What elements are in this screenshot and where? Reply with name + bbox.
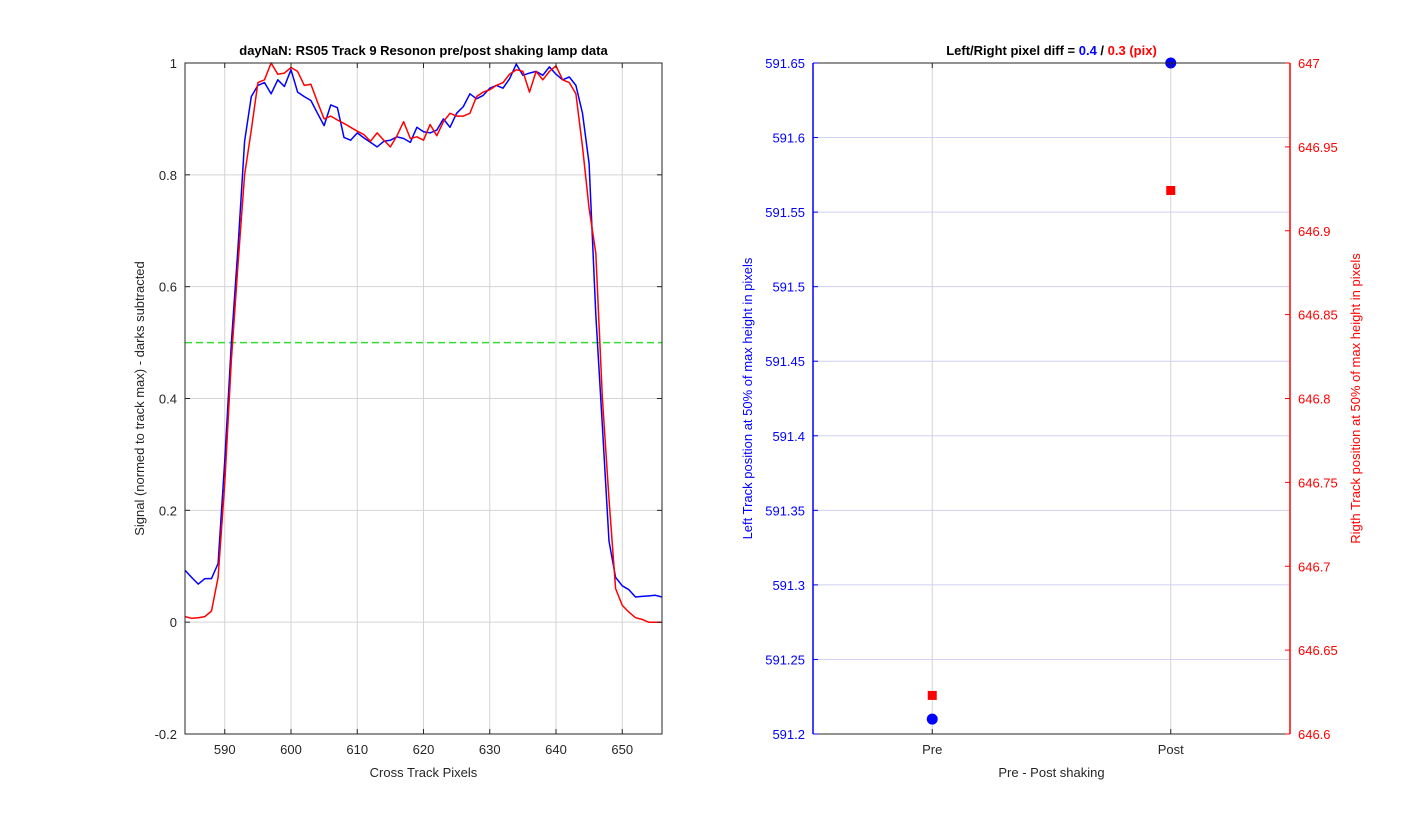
left-y-tick-label: 591.45 (765, 354, 805, 369)
signal-y-ticks: -0.2 0 0.2 0.4 0.6 0.8 1 (155, 56, 662, 742)
signal-y-tick-label: 0 (170, 615, 177, 630)
left-y-tick-label: 591.3 (772, 578, 805, 593)
signal-x-tick-label: 650 (611, 742, 633, 757)
title-right-diff: 0.3 (pix) (1108, 43, 1157, 58)
title-left-diff: 0.4 (1079, 43, 1098, 58)
right-y-tick-label: 646.75 (1298, 475, 1338, 490)
left-y-tick-label: 591.4 (772, 429, 805, 444)
blue-signal-line (184, 63, 663, 598)
right-y-tick-label: 646.7 (1298, 559, 1331, 574)
signal-y-tick-label: 0.2 (159, 503, 177, 518)
right-y-tick-label: 646.9 (1298, 224, 1331, 239)
signal-x-tick-label: 600 (280, 742, 302, 757)
left-y-tick-label: 591.2 (772, 727, 805, 742)
signal-x-tick-label: 640 (545, 742, 567, 757)
right-y-axis-label: Rigth Track position at 50% of max heigh… (1348, 253, 1363, 544)
signal-x-tick-label: 630 (479, 742, 501, 757)
signal-profile-chart: 590 600 610 620 630 640 650 -0.2 0 0.2 0.4 0.6 0.8 1… (132, 43, 663, 780)
signal-x-axis-label: Cross Track Pixels (370, 765, 478, 780)
signal-y-tick-label: 0.4 (159, 392, 177, 407)
position-markers (926, 57, 1177, 725)
signal-y-tick-label: 1 (170, 56, 177, 71)
signal-chart-title: dayNaN: RS05 Track 9 Resonon pre/post sh… (239, 43, 608, 58)
right-y-tick-label: 646.8 (1298, 392, 1331, 407)
position-x-tick-label: Pre (922, 742, 942, 757)
left-y-tick-label: 591.55 (765, 205, 805, 220)
left-y-tick-label: 591.6 (772, 131, 805, 146)
signal-y-tick-label: -0.2 (155, 727, 177, 742)
right-track-marker (1166, 185, 1176, 195)
position-x-axis-label: Pre - Post shaking (998, 765, 1104, 780)
right-y-tick-label: 646.95 (1298, 140, 1338, 155)
signal-x-tick-label: 610 (346, 742, 368, 757)
right-y-tick-label: 646.6 (1298, 727, 1331, 742)
position-x-tick-label: Post (1158, 742, 1184, 757)
right-y-tick-label: 647 (1298, 56, 1320, 71)
position-chart-title: Left/Right pixel diff = 0.4 / 0.3 (pix) (946, 43, 1157, 58)
right-y-tick-label: 646.85 (1298, 308, 1338, 323)
position-x-ticks: Pre Post (922, 63, 1184, 757)
signal-y-tick-label: 0.8 (159, 168, 177, 183)
right-y-tick-label: 646.65 (1298, 643, 1338, 658)
left-y-tick-label: 591.5 (772, 280, 805, 295)
right-y-ticks: 646.6 646.65 646.7 646.75 646.8 646.85 646.9 64… (1285, 56, 1338, 742)
left-y-tick-label: 591.25 (765, 652, 805, 667)
left-y-axis-label: Left Track position at 50% of max height… (740, 257, 755, 539)
signal-x-tick-label: 620 (413, 742, 435, 757)
signal-x-tick-label: 590 (214, 742, 236, 757)
left-y-tick-label: 591.35 (765, 503, 805, 518)
left-track-marker (926, 713, 938, 725)
title-separator: / (1097, 43, 1108, 58)
signal-y-tick-label: 0.6 (159, 280, 177, 295)
track-position-chart: Pre Post 591.2 591.25 591.3 591.35 591.4 591.4… (740, 43, 1363, 780)
right-track-marker (927, 690, 937, 700)
left-y-tick-label: 591.65 (765, 56, 805, 71)
title-prefix: Left/Right pixel diff = (946, 43, 1079, 58)
left-y-ticks: 591.2 591.25 591.3 591.35 591.4 591.45 591.5 59… (765, 56, 818, 742)
signal-y-axis-label: Signal (normed to track max) - darks sub… (132, 261, 147, 536)
signal-x-ticks: 590 600 610 620 630 640 650 (214, 63, 633, 757)
signal-series (184, 62, 663, 623)
red-signal-line (184, 62, 662, 623)
